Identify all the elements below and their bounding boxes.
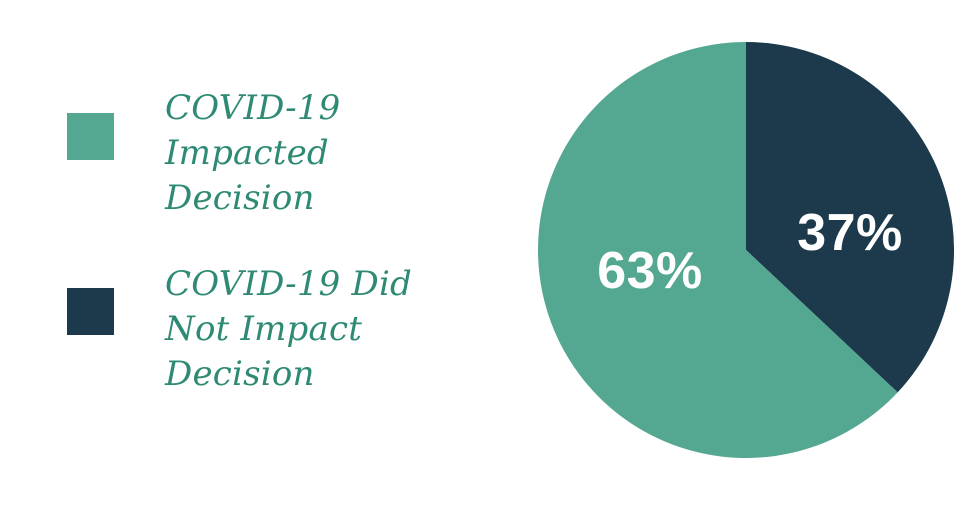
pie-percent-label-not-impacted: 37% <box>797 204 903 262</box>
pie-svg <box>538 42 954 458</box>
pie-chart <box>538 42 954 458</box>
legend-label-not-impacted: COVID-19 Did Not Impact Decision <box>165 264 413 394</box>
pie-percent-label-impacted: 63% <box>597 242 703 300</box>
legend-swatch-impacted <box>67 113 114 160</box>
pie-slice-1 <box>746 42 954 393</box>
pie-slice-0 <box>538 42 898 458</box>
legend-label-impacted: COVID-19 Impacted Decision <box>165 88 341 218</box>
legend-swatch-not-impacted <box>67 288 114 335</box>
